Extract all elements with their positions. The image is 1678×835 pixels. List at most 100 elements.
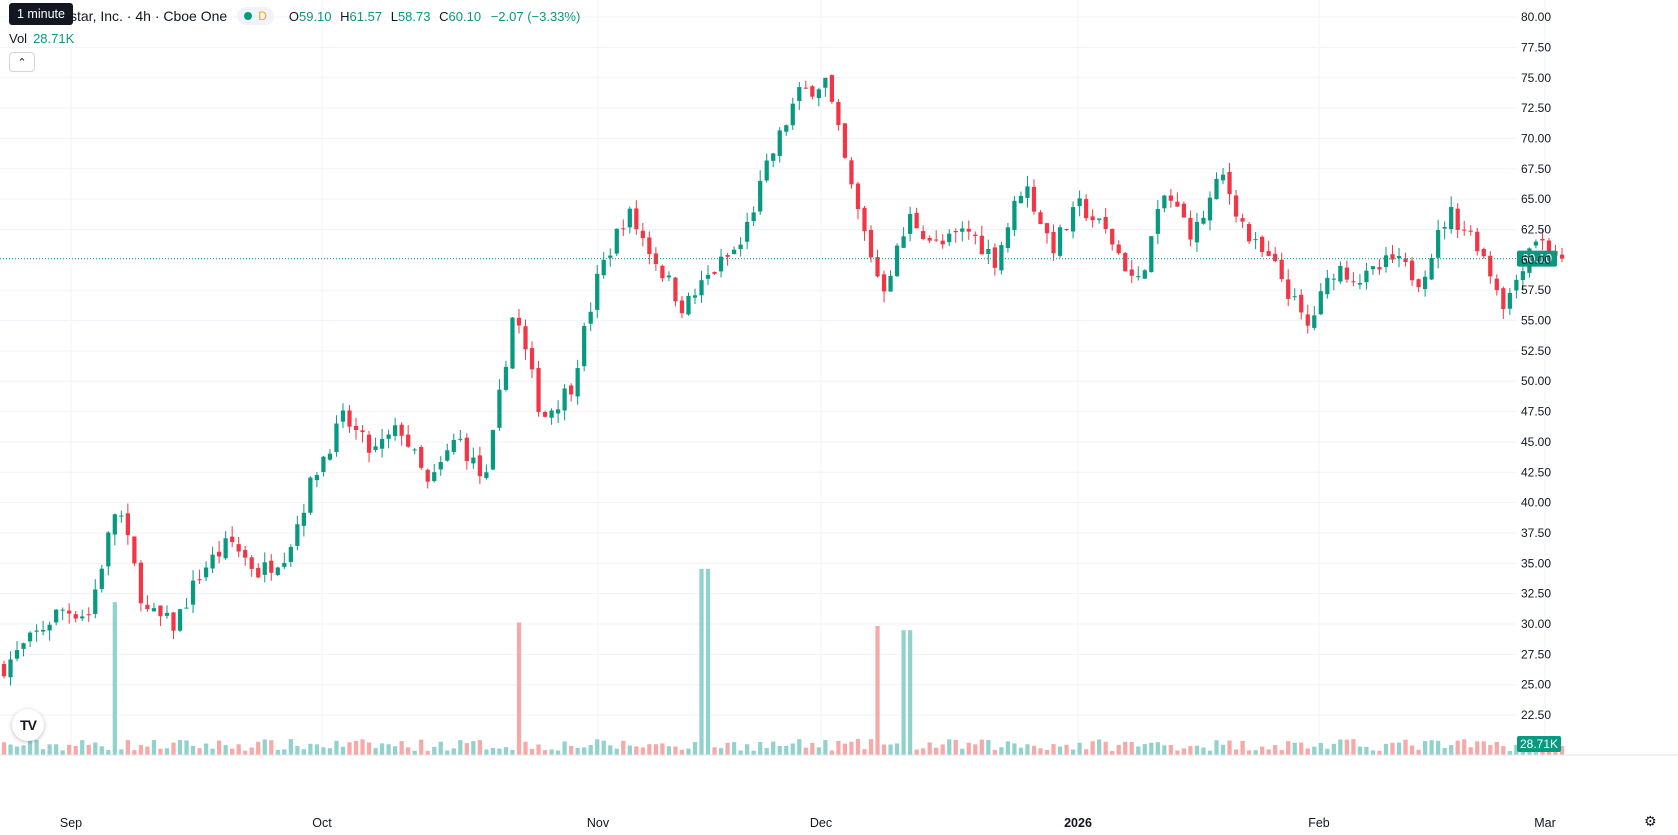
volume-bar: [1220, 744, 1226, 755]
candle-body: [536, 368, 541, 412]
candle-body: [588, 311, 593, 324]
candle-body: [1318, 291, 1323, 315]
volume-bar: [340, 746, 346, 755]
volume-bar: [1266, 749, 1271, 755]
candle-body: [1286, 279, 1291, 299]
volume-bar: [399, 741, 404, 755]
candle-body: [47, 624, 52, 631]
volume-bar: [934, 747, 939, 755]
candle-body: [27, 632, 33, 642]
volume-bar: [797, 739, 802, 755]
volume-bar: [1233, 749, 1239, 755]
candle-body: [1338, 265, 1343, 282]
candle-body: [738, 244, 743, 250]
candle-body: [1520, 271, 1526, 281]
time-tick-label: Oct: [312, 816, 332, 830]
volume-bar: [275, 749, 280, 755]
candle-body: [1325, 277, 1330, 295]
volume-bar: [595, 739, 600, 755]
volume-bar: [608, 745, 613, 755]
candle-body: [223, 538, 228, 559]
candle-body: [1501, 288, 1506, 309]
volume-bar: [810, 743, 815, 755]
chevron-up-icon[interactable]: ⌃: [9, 52, 35, 72]
volume-bar: [393, 746, 398, 755]
candle-body: [679, 300, 685, 314]
candle-body: [327, 453, 333, 460]
volume-bar: [379, 743, 385, 755]
volume-legend[interactable]: Vol 28.71K: [9, 31, 74, 46]
volume-bar: [660, 743, 665, 755]
volume-bar: [1012, 743, 1017, 755]
volume-bar: [158, 748, 163, 755]
price-tick-label: 55.00: [1521, 314, 1551, 328]
volume-bar: [99, 746, 104, 755]
volume-bar: [1390, 742, 1395, 755]
candle-body: [288, 546, 293, 562]
candle-body: [1331, 278, 1336, 280]
volume-bar: [1286, 741, 1291, 755]
candle-body: [1025, 186, 1030, 198]
price-axis[interactable]: 80.00 77.50 75.00 72.50 70.00 67.50 65.00 62.50…: [1521, 10, 1551, 722]
volume-bar: [54, 744, 59, 755]
candle-body: [425, 469, 430, 482]
candle-body: [686, 295, 691, 315]
close-label: C: [439, 8, 449, 24]
volume-bar: [93, 742, 98, 755]
candle-body: [1064, 229, 1069, 231]
candle-body: [555, 409, 561, 414]
candle-body: [1220, 174, 1226, 181]
volume-bar: [914, 749, 919, 755]
candle-body: [621, 228, 626, 230]
volume-bar: [764, 748, 769, 755]
price-tick-label: 60.00: [1521, 253, 1551, 267]
volume-bar: [849, 741, 854, 755]
volume-bar: [1468, 747, 1473, 755]
price-tick-label: 50.00: [1521, 374, 1551, 388]
volume-bar: [907, 630, 913, 755]
volume-bar: [894, 743, 900, 755]
volume-bar: [1194, 745, 1200, 755]
volume-bar: [80, 740, 85, 755]
candle-body: [803, 87, 808, 89]
candle-body: [1044, 223, 1050, 234]
volume-bar: [868, 739, 874, 755]
candle-body: [1136, 276, 1141, 278]
volume-bar: [301, 749, 306, 755]
candle-body: [1201, 217, 1206, 224]
candle-body: [217, 551, 222, 557]
symbol-title[interactable]: star, Inc. · 4h · Cboe One: [70, 8, 228, 24]
volume-bar: [1383, 743, 1389, 755]
candle-body: [1038, 212, 1043, 225]
symbol-legend[interactable]: star, Inc. · 4h · Cboe One D O59.10 H61.…: [8, 6, 580, 26]
price-tick-label: 37.50: [1521, 526, 1551, 540]
volume-bar: [1168, 744, 1173, 755]
volume-bar: [855, 739, 861, 755]
volume-bar: [347, 742, 352, 755]
candle-body: [1442, 226, 1447, 229]
volume-bar: [1018, 747, 1024, 755]
price-tick-label: 30.00: [1521, 617, 1551, 631]
volume-bar: [1553, 750, 1558, 755]
volume-bar: [184, 740, 189, 755]
price-tick-label: 45.00: [1521, 435, 1551, 449]
candle-body: [197, 579, 202, 581]
tradingview-logo[interactable]: TV: [12, 709, 44, 741]
volume-bar: [621, 740, 626, 755]
candle-body: [731, 249, 737, 255]
candle-body: [1103, 217, 1108, 230]
candle-body: [627, 208, 632, 228]
candle-body: [1351, 281, 1356, 283]
candle-body: [673, 277, 678, 302]
volume-bar: [816, 747, 821, 755]
candle-body: [1181, 203, 1187, 218]
market-status[interactable]: D: [237, 7, 274, 25]
candle-body: [705, 274, 711, 279]
high-label: H: [340, 8, 350, 24]
candle-body: [497, 389, 502, 428]
candle-body: [1031, 186, 1037, 212]
candle-body: [445, 450, 450, 461]
gear-icon[interactable]: ⚙: [1644, 813, 1657, 829]
time-axis[interactable]: Sep Oct Nov Dec 2026 Feb Mar: [0, 754, 1678, 830]
